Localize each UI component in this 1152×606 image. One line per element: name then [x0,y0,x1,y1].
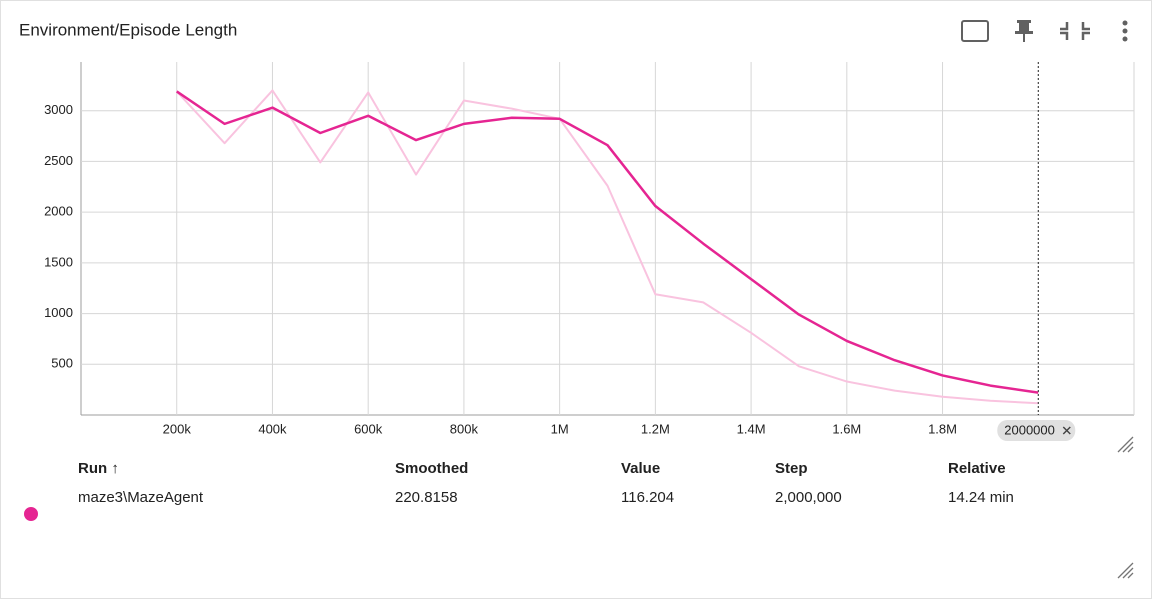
x-tick-label: 1.4M [737,421,766,436]
series-line [176,90,1039,394]
table-cell: 2,000,000 [775,489,842,506]
cursor-close [1062,426,1071,435]
series-line [175,89,1039,405]
x-tick-label: 200k [163,421,192,436]
x-tick-label: 1.8M [928,421,957,436]
chart-title: Environment/Episode Length [19,20,237,39]
x-tick-label: 400k [258,421,287,436]
table-header: Relative [948,460,1006,477]
table-header: Step [775,460,808,477]
table-cell: 14.24 min [948,489,1014,506]
y-tick-label: 2500 [44,153,73,168]
collapse-icon[interactable] [1060,22,1090,40]
table-cell: 220.8158 [395,489,458,506]
table: Run ↑ Smoothed Value Step Relative maze3\Maze… [24,460,1014,521]
resize-handle[interactable] [1117,436,1134,579]
x-tick-label: 1.2M [641,421,670,436]
table-header: Value [621,460,660,477]
pin-icon[interactable] [1015,20,1033,42]
cursor-chip [997,420,1076,441]
fit-icon[interactable] [961,20,989,42]
run-color [24,507,38,521]
y-tick-label: 1500 [44,254,73,269]
y-tick-label: 500 [51,356,73,371]
y-tick-label: 3000 [44,102,73,117]
plot: 500 1000 1500 2000 2500 3000 200k 400k 600k 800k 1… [44,62,1135,441]
y-tick-label: 2000 [44,204,73,219]
cursor-label: 2000000 [1004,422,1055,437]
table-header: Smoothed [395,460,468,477]
x-tick-label: 800k [450,421,479,436]
y-tick-label: 1000 [44,305,73,320]
x-tick-label: 1M [551,421,569,436]
table-cell: 116.204 [621,489,674,506]
table-header: Run ↑ [78,460,119,477]
x-tick-label: 600k [354,421,383,436]
more-icon[interactable] [1122,20,1128,42]
x-tick-label: 1.6M [832,421,861,436]
table-cell: maze3\MazeAgent [78,489,204,506]
